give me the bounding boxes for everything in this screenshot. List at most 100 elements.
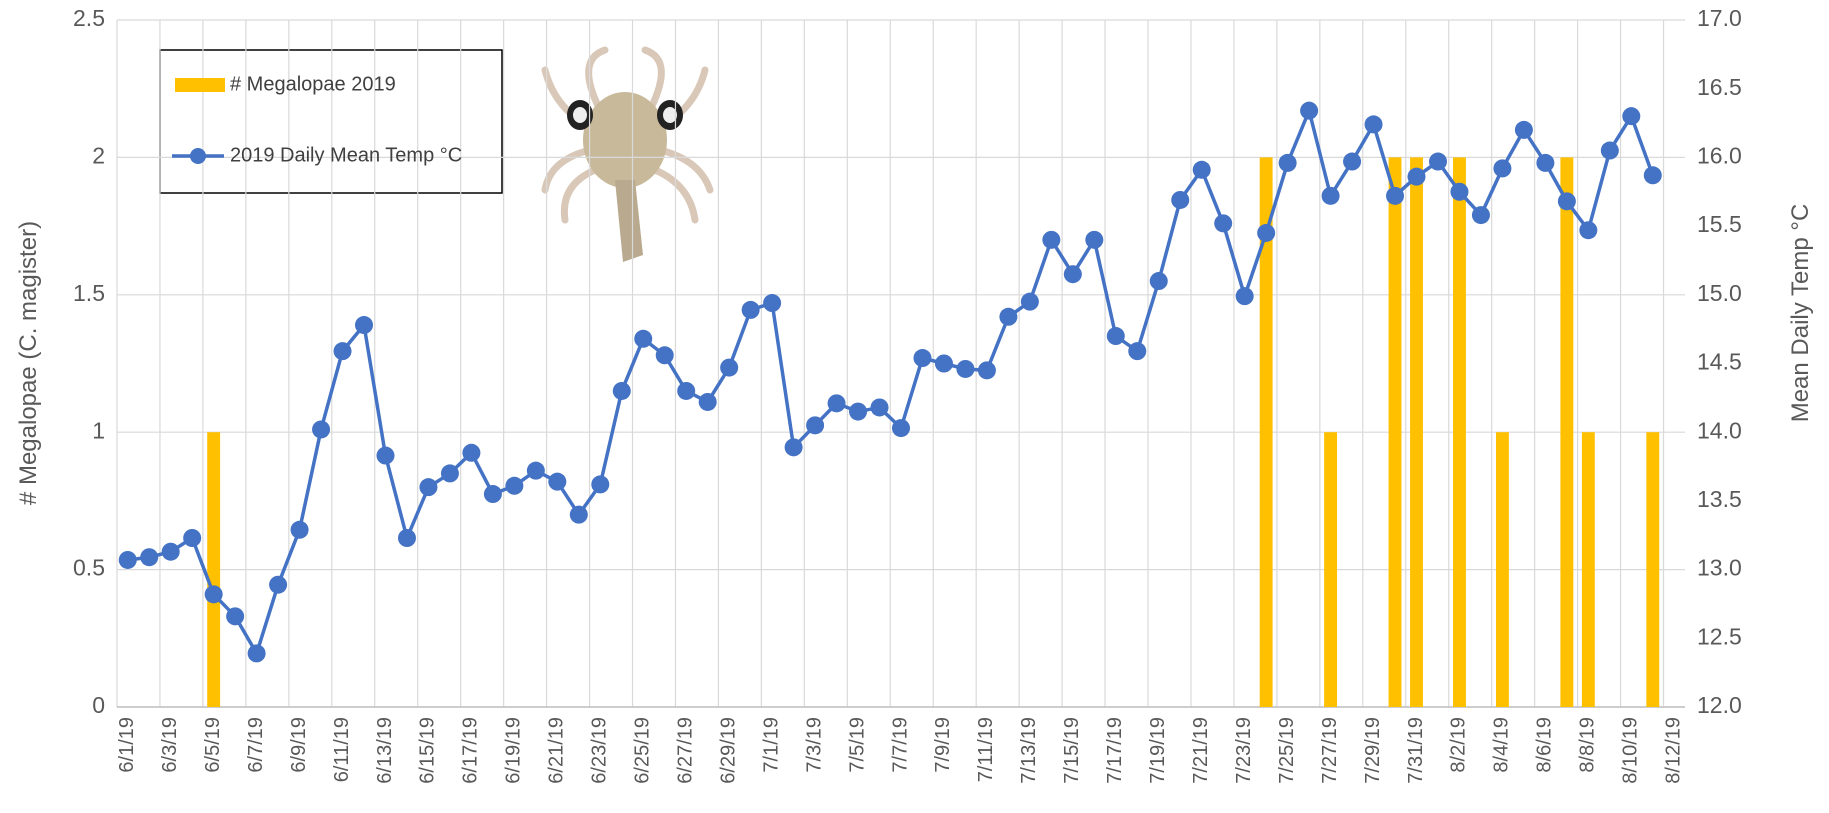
line-marker xyxy=(570,506,588,524)
x-tick-label: 8/4/19 xyxy=(1491,717,1513,773)
line-marker xyxy=(1365,115,1383,133)
line-marker xyxy=(355,316,373,334)
y2-tick-label: 14.0 xyxy=(1697,417,1742,443)
x-tick-label: 7/29/19 xyxy=(1362,717,1384,784)
x-tick-label: 8/8/19 xyxy=(1577,717,1599,773)
legend-swatch xyxy=(175,78,225,92)
line-marker xyxy=(1322,187,1340,205)
line-marker xyxy=(205,585,223,603)
x-tick-label: 6/23/19 xyxy=(589,717,611,784)
y2-axis-title: Mean Daily Temp °C xyxy=(1787,204,1814,423)
x-tick-label: 6/1/19 xyxy=(116,717,138,773)
x-tick-label: 8/10/19 xyxy=(1620,717,1642,784)
x-tick-label: 7/11/19 xyxy=(975,717,997,782)
y-axis-title: # Megalopae (C. magister) xyxy=(15,221,42,505)
bar xyxy=(1453,157,1466,707)
line-marker xyxy=(1257,224,1275,242)
line-marker xyxy=(634,330,652,348)
line-marker xyxy=(1558,192,1576,210)
bar xyxy=(1496,432,1509,707)
line-marker xyxy=(1128,342,1146,360)
crab-illustration xyxy=(545,50,710,262)
line-marker xyxy=(849,403,867,421)
line-marker xyxy=(1150,272,1168,290)
y2-tick-label: 12.0 xyxy=(1697,692,1742,718)
line-marker xyxy=(1536,154,1554,172)
y2-tick-label: 15.5 xyxy=(1697,211,1742,237)
y-tick-label: 1 xyxy=(92,417,105,443)
line-marker xyxy=(1214,214,1232,232)
line-marker xyxy=(1171,191,1189,209)
y2-tick-label: 16.5 xyxy=(1697,74,1742,100)
line-marker xyxy=(1042,231,1060,249)
line-marker xyxy=(1279,154,1297,172)
legend-box xyxy=(160,50,502,193)
line-marker xyxy=(248,644,266,662)
bar xyxy=(1410,157,1423,707)
line-marker xyxy=(1601,142,1619,160)
line-marker xyxy=(505,477,523,495)
x-tick-label: 7/7/19 xyxy=(889,717,911,773)
line-marker xyxy=(1386,187,1404,205)
line-marker xyxy=(699,393,717,411)
line-marker xyxy=(1622,107,1640,125)
line-marker xyxy=(763,294,781,312)
line-marker xyxy=(226,607,244,625)
line-marker xyxy=(1300,102,1318,120)
line-marker xyxy=(1429,153,1447,171)
line-marker xyxy=(1021,293,1039,311)
x-tick-label: 6/5/19 xyxy=(202,717,224,773)
x-tick-label: 6/11/19 xyxy=(331,717,353,782)
bar xyxy=(1582,432,1595,707)
x-tick-label: 7/17/19 xyxy=(1104,717,1126,784)
line-marker xyxy=(1450,183,1468,201)
line-marker xyxy=(1107,327,1125,345)
line-marker xyxy=(140,548,158,566)
line-marker xyxy=(462,444,480,462)
x-tick-label: 8/2/19 xyxy=(1448,717,1470,773)
line-marker xyxy=(527,462,545,480)
line-marker xyxy=(913,349,931,367)
line-marker xyxy=(441,464,459,482)
x-tick-label: 6/15/19 xyxy=(417,717,439,784)
y2-tick-label: 15.0 xyxy=(1697,280,1742,306)
x-tick-label: 7/3/19 xyxy=(803,717,825,773)
bar xyxy=(207,432,220,707)
line-marker xyxy=(978,361,996,379)
line-marker xyxy=(1493,159,1511,177)
line-marker xyxy=(162,543,180,561)
line-marker xyxy=(183,529,201,547)
x-tick-label: 7/13/19 xyxy=(1018,717,1040,784)
line-marker xyxy=(871,398,889,416)
line-marker xyxy=(312,420,330,438)
x-tick-label: 7/31/19 xyxy=(1405,717,1427,784)
line-marker xyxy=(1472,206,1490,224)
line-marker xyxy=(334,342,352,360)
line-marker xyxy=(1579,221,1597,239)
x-tick-label: 7/23/19 xyxy=(1233,717,1255,784)
x-tick-label: 6/19/19 xyxy=(503,717,525,784)
line-marker xyxy=(677,382,695,400)
line-marker xyxy=(720,359,738,377)
bar xyxy=(1324,432,1337,707)
y2-tick-label: 16.0 xyxy=(1697,142,1742,168)
line-marker xyxy=(785,438,803,456)
line-marker xyxy=(291,521,309,539)
x-tick-label: 6/29/19 xyxy=(717,717,739,784)
line-marker xyxy=(376,447,394,465)
line-marker xyxy=(119,551,137,569)
line-marker xyxy=(1236,287,1254,305)
x-tick-label: 8/12/19 xyxy=(1663,717,1685,784)
legend-label: # Megalopae 2019 xyxy=(230,73,396,95)
line-marker xyxy=(742,301,760,319)
line-marker xyxy=(1343,153,1361,171)
x-tick-label: 7/21/19 xyxy=(1190,717,1212,784)
x-tick-label: 6/25/19 xyxy=(632,717,654,784)
x-tick-label: 6/13/19 xyxy=(374,717,396,784)
y-tick-label: 2 xyxy=(92,142,105,168)
y2-tick-label: 13.0 xyxy=(1697,555,1742,581)
y2-tick-label: 12.5 xyxy=(1697,623,1742,649)
line-marker xyxy=(419,478,437,496)
line-marker xyxy=(1644,166,1662,184)
x-tick-label: 7/19/19 xyxy=(1147,717,1169,784)
